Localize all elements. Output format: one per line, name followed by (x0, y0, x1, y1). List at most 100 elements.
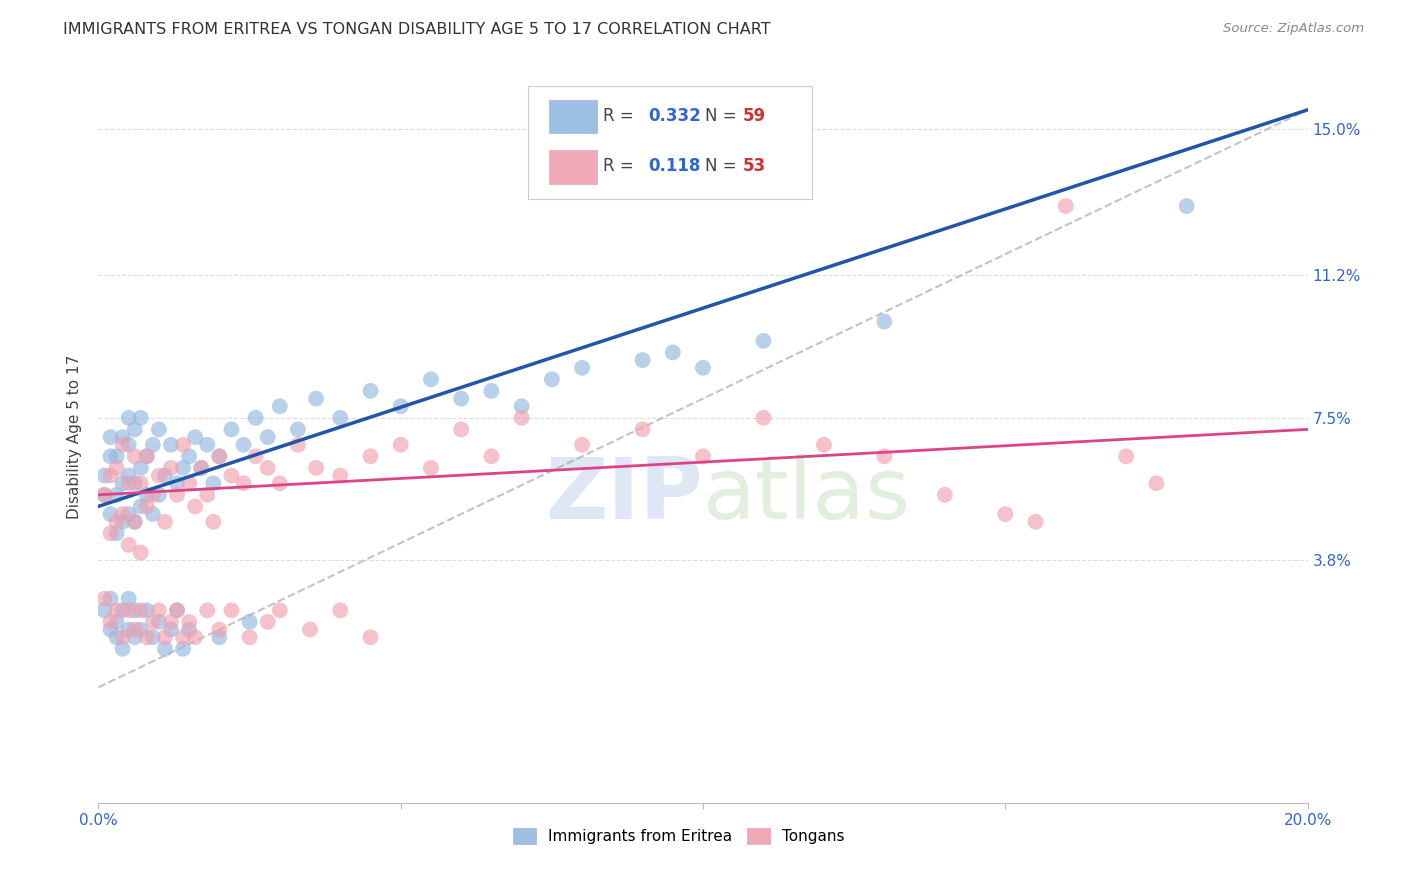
Point (111, 507, 134, 521)
Point (994, 507, 1017, 521)
Point (195, 438, 218, 452)
Point (184, 500, 207, 514)
Point (153, 468, 176, 483)
Point (148, 488, 170, 502)
Point (124, 623, 146, 637)
Point (752, 410, 775, 425)
Point (166, 476, 188, 491)
Point (692, 450, 714, 464)
FancyBboxPatch shape (527, 86, 811, 200)
Point (305, 461, 328, 475)
Point (299, 623, 322, 637)
Point (245, 410, 267, 425)
Y-axis label: Disability Age 5 to 17: Disability Age 5 to 17 (67, 355, 83, 519)
Point (305, 392, 328, 406)
Point (221, 468, 243, 483)
Point (179, 476, 201, 491)
Point (287, 422, 309, 436)
Point (692, 360, 714, 375)
Point (166, 488, 188, 502)
Point (269, 603, 291, 617)
Point (118, 468, 141, 483)
Point (129, 410, 152, 425)
Point (202, 476, 225, 491)
Point (172, 630, 194, 644)
Point (124, 603, 146, 617)
Point (184, 630, 207, 644)
Text: N =: N = (706, 158, 742, 176)
Point (142, 438, 165, 452)
Point (118, 438, 141, 452)
Point (142, 488, 165, 502)
Point (100, 468, 122, 483)
Text: ZIP: ZIP (546, 454, 703, 537)
Point (481, 384, 503, 398)
Point (195, 488, 218, 502)
Point (105, 461, 128, 475)
Point (510, 410, 533, 425)
Point (420, 372, 443, 386)
Point (450, 392, 472, 406)
Point (142, 507, 165, 521)
Point (232, 438, 254, 452)
Text: N =: N = (706, 107, 742, 125)
Point (195, 603, 218, 617)
Text: IMMIGRANTS FROM ERITREA VS TONGAN DISABILITY AGE 5 TO 17 CORRELATION CHART: IMMIGRANTS FROM ERITREA VS TONGAN DISABI… (63, 22, 770, 37)
Point (100, 450, 122, 464)
Point (256, 461, 278, 475)
Point (93, 488, 115, 502)
Point (160, 615, 183, 629)
Point (148, 422, 170, 436)
Point (124, 450, 146, 464)
Text: R =: R = (603, 107, 638, 125)
Point (111, 430, 134, 444)
Point (105, 603, 128, 617)
Point (118, 623, 141, 637)
Point (129, 461, 152, 475)
Point (208, 450, 231, 464)
Point (118, 476, 141, 491)
Point (135, 488, 157, 502)
Point (1024, 515, 1046, 529)
Point (153, 515, 176, 529)
Point (208, 623, 231, 637)
Point (135, 603, 157, 617)
Point (256, 615, 278, 629)
Point (329, 410, 352, 425)
Point (510, 399, 533, 413)
Point (239, 630, 262, 644)
Point (105, 515, 128, 529)
Point (142, 615, 165, 629)
FancyBboxPatch shape (550, 100, 596, 133)
Point (329, 603, 352, 617)
Point (179, 623, 201, 637)
Point (111, 515, 134, 529)
Point (269, 476, 291, 491)
Point (287, 438, 309, 452)
Point (360, 450, 382, 464)
Point (160, 623, 183, 637)
Text: atlas: atlas (703, 454, 911, 537)
Point (934, 488, 956, 502)
Point (129, 545, 152, 559)
Point (111, 438, 134, 452)
Point (118, 603, 141, 617)
Point (100, 615, 122, 629)
Point (166, 603, 188, 617)
Point (221, 422, 243, 436)
Point (142, 630, 165, 644)
Point (124, 515, 146, 529)
Point (873, 315, 896, 329)
Point (420, 461, 443, 475)
Point (1175, 199, 1198, 213)
Point (481, 450, 503, 464)
Point (118, 538, 141, 552)
Point (1144, 476, 1167, 491)
Text: 0.332: 0.332 (648, 107, 702, 125)
Point (100, 507, 122, 521)
Point (135, 450, 157, 464)
Point (172, 438, 194, 452)
Point (118, 410, 141, 425)
Point (105, 450, 128, 464)
Point (160, 438, 183, 452)
